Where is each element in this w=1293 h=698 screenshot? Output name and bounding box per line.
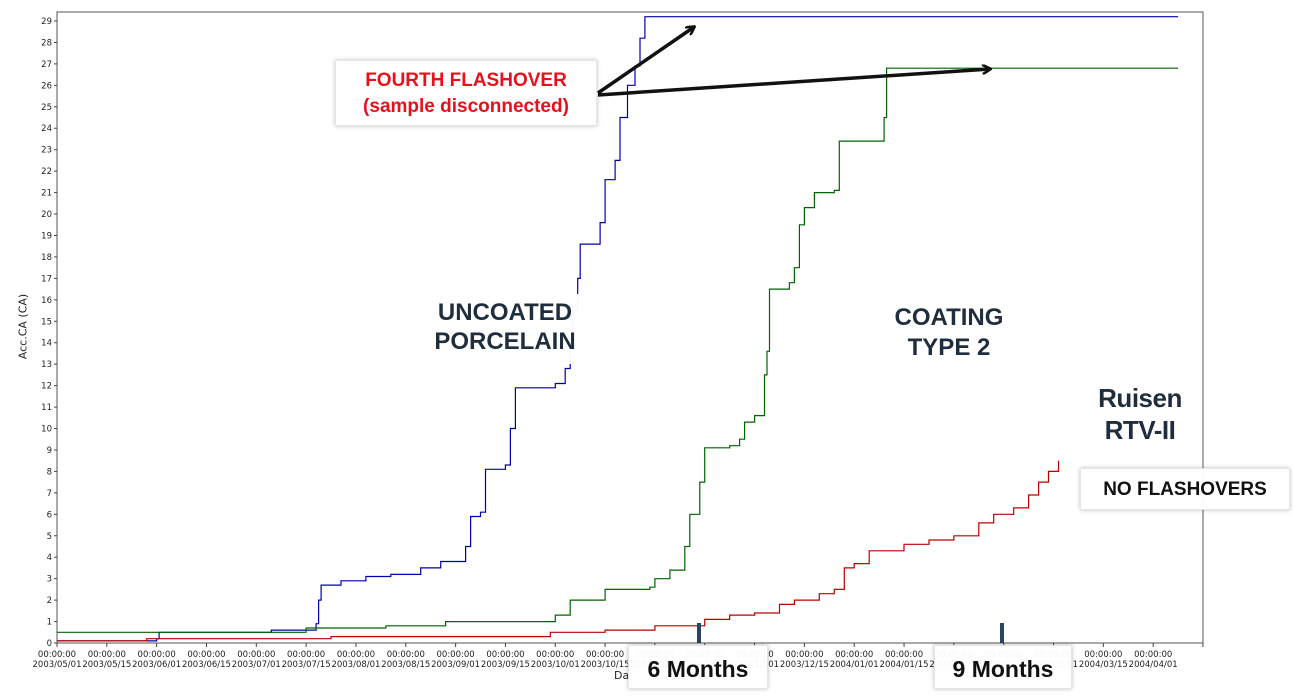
x-tick-date: 2003/10/01 <box>531 660 580 670</box>
arrow-to-coating <box>597 69 990 97</box>
coating-type2-label: COATING TYPE 2 <box>878 296 1020 370</box>
x-tick-time: 00:00:00 <box>437 650 475 660</box>
x-tick-date: 2003/12/15 <box>780 660 829 670</box>
x-tick-time: 00:00:00 <box>536 650 574 660</box>
y-tick-label: 19 <box>41 231 52 241</box>
x-tick-date: 2003/08/01 <box>331 660 380 670</box>
x-tick-time: 00:00:00 <box>1084 650 1122 660</box>
fourth-flashover-line2: (sample disconnected) <box>363 96 569 117</box>
y-tick-label: 10 <box>41 425 52 435</box>
y-tick-label: 21 <box>41 189 52 199</box>
x-tick-time: 00:00:00 <box>237 650 275 660</box>
ruisen-line2: RTV-II <box>1104 415 1176 445</box>
series-line-2 <box>57 460 1060 642</box>
x-tick-date: 2004/01/01 <box>830 660 879 670</box>
x-tick-time: 00:00:00 <box>38 650 76 660</box>
x-tick-date: 2003/09/01 <box>431 660 480 670</box>
x-tick-time: 00:00:00 <box>785 650 823 660</box>
x-tick-date: 2003/09/15 <box>481 660 530 670</box>
y-tick-label: 6 <box>47 510 52 520</box>
series-line-1 <box>57 67 1179 633</box>
ruisen-line1: Ruisen <box>1098 383 1182 413</box>
ruisen-rtv-label: Ruisen RTV-II <box>1082 378 1198 454</box>
x-tick-time: 00:00:00 <box>885 650 923 660</box>
uncoated-line2: PORCELAIN <box>434 328 576 355</box>
six-months-label: 6 Months <box>628 645 768 689</box>
y-tick-label: 29 <box>41 17 52 27</box>
x-tick-time: 00:00:00 <box>1134 650 1172 660</box>
x-tick-date: 2003/08/15 <box>381 660 430 670</box>
y-tick-label: 20 <box>41 210 52 220</box>
x-tick-time: 00:00:00 <box>138 650 176 660</box>
y-tick-label: 24 <box>41 124 52 134</box>
x-tick-time: 00:00:00 <box>337 650 375 660</box>
coating-line1: COATING <box>894 304 1004 331</box>
y-tick-label: 23 <box>41 146 52 156</box>
chart-axes: 0123456789101112131415161718192021222324… <box>33 11 1204 670</box>
x-tick-date: 2003/05/15 <box>82 660 131 670</box>
y-tick-label: 5 <box>47 532 52 542</box>
y-tick-label: 7 <box>47 489 52 499</box>
x-tick-date: 2003/06/01 <box>132 660 181 670</box>
y-tick-label: 11 <box>41 403 52 413</box>
x-tick-date: 2003/07/01 <box>232 660 281 670</box>
plot-area <box>56 11 1204 644</box>
x-tick-time: 00:00:00 <box>835 650 873 660</box>
y-tick-label: 4 <box>47 553 52 563</box>
x-tick-time: 00:00:00 <box>586 650 624 660</box>
uncoated-porcelain-label: UNCOATED PORCELAIN <box>415 294 595 364</box>
arrow-to-porcelain <box>597 27 694 95</box>
x-tick-date: 2003/06/15 <box>182 660 231 670</box>
y-tick-label: 25 <box>41 103 52 113</box>
x-axis-label: Da <box>614 669 630 682</box>
month-markers <box>697 623 1004 643</box>
y-tick-label: 17 <box>41 274 52 284</box>
y-tick-label: 3 <box>47 575 52 585</box>
fourth-flashover-line1: FOURTH FLASHOVER <box>365 70 567 91</box>
nine-months-label: 9 Months <box>934 645 1072 689</box>
x-tick-date: 2003/05/01 <box>33 660 82 670</box>
y-tick-label: 2 <box>47 596 52 606</box>
x-tick-time: 00:00:00 <box>287 650 325 660</box>
x-tick-time: 00:00:00 <box>387 650 425 660</box>
y-tick-label: 16 <box>41 296 52 306</box>
y-tick-label: 18 <box>41 253 52 263</box>
y-tick-label: 0 <box>47 639 52 649</box>
coating-line2: TYPE 2 <box>907 334 991 361</box>
y-tick-label: 8 <box>47 467 52 477</box>
fourth-flashover-annotation: FOURTH FLASHOVER (sample disconnected) <box>335 60 597 126</box>
x-tick-date: 2004/01/15 <box>880 660 929 670</box>
uncoated-line1: UNCOATED <box>437 299 573 326</box>
y-tick-label: 26 <box>41 81 52 91</box>
y-tick-label: 27 <box>41 60 52 70</box>
x-tick-time: 00:00:00 <box>486 650 524 660</box>
chart-series <box>57 16 1179 642</box>
y-tick-label: 12 <box>41 382 52 392</box>
y-axis-label: Acc.CA (CA) <box>16 293 30 360</box>
y-tick-label: 28 <box>41 38 52 48</box>
x-tick-time: 00:00:00 <box>187 650 225 660</box>
y-tick-label: 22 <box>41 167 52 177</box>
y-tick-label: 1 <box>47 618 52 628</box>
y-tick-label: 9 <box>47 446 52 456</box>
series-line-0 <box>57 16 1179 642</box>
no-flashovers-label: NO FLASHOVERS <box>1080 468 1290 510</box>
annotation-arrows <box>597 27 990 97</box>
x-tick-date: 2004/04/01 <box>1129 660 1178 670</box>
x-tick-time: 00:00:00 <box>88 650 126 660</box>
x-tick-date: 2004/03/15 <box>1079 660 1128 670</box>
x-tick-date: 2003/07/15 <box>282 660 331 670</box>
x-tick-date: 2003/10/15 <box>581 660 630 670</box>
y-tick-label: 13 <box>41 360 52 370</box>
y-tick-label: 15 <box>41 317 52 327</box>
y-tick-label: 14 <box>41 339 52 349</box>
